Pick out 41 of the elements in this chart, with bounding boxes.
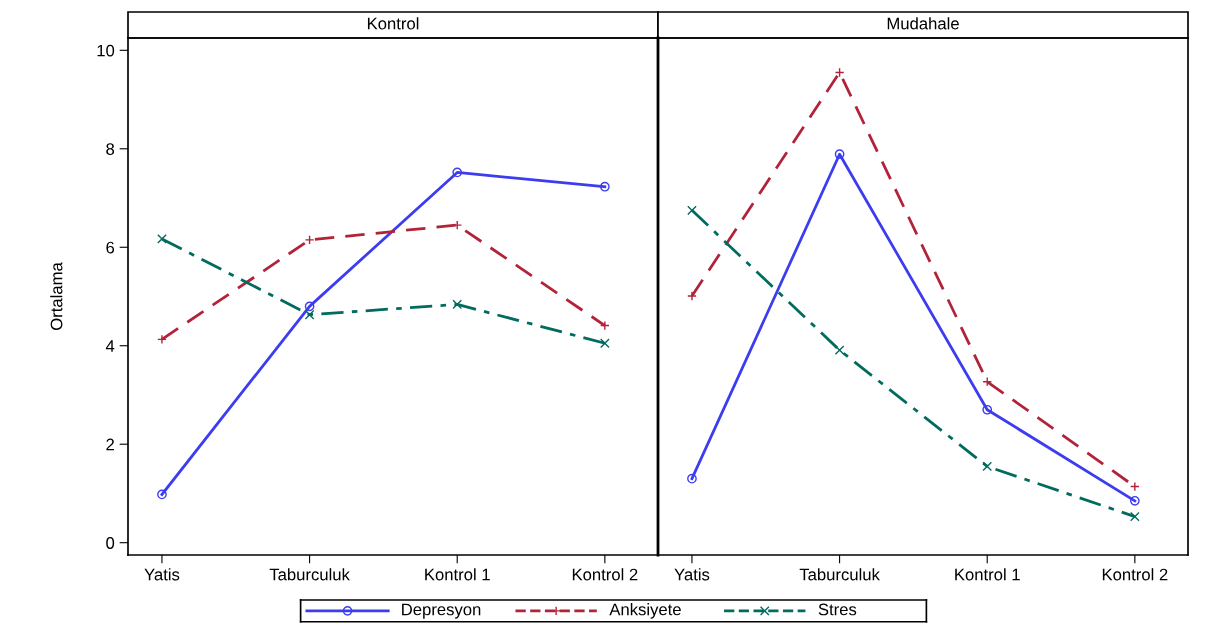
y-tick-label: 8 (106, 143, 115, 155)
point (687, 205, 697, 216)
point (157, 234, 167, 244)
y-tick-label: 10 (97, 44, 115, 57)
point (982, 404, 993, 415)
x-tick-label: Yatis (674, 568, 710, 581)
point (304, 301, 315, 312)
y-tick-label: 4 (105, 340, 115, 352)
point (452, 299, 463, 310)
x-tick-label: Kontrol 2 (1102, 568, 1168, 581)
point (982, 461, 993, 472)
x-tick-label: Kontrol 2 (572, 568, 638, 581)
point (1129, 481, 1140, 492)
point (687, 291, 697, 301)
x-tick-label: Taburculuk (799, 568, 880, 581)
y-tick-label: 2 (106, 438, 114, 451)
point (834, 149, 845, 160)
point (1129, 495, 1140, 506)
y-tick-label: 0 (106, 537, 115, 549)
point (304, 309, 315, 320)
chart-title: Mudahale (887, 17, 959, 30)
point (599, 338, 610, 349)
point (599, 181, 610, 192)
x-tick-label: Yatis (144, 568, 180, 581)
x-tick-label: Kontrol 1 (955, 568, 1020, 581)
legend-label: Anksiyete (609, 603, 681, 619)
legend-label: Stres (818, 603, 857, 616)
point (1129, 511, 1140, 522)
point (687, 473, 697, 484)
chart-title: Kontrol (367, 17, 419, 30)
point (304, 235, 315, 245)
point (452, 167, 463, 178)
y-axis-title: Ortalama (50, 262, 63, 330)
point (157, 334, 167, 345)
legend-label: Depresyon (402, 603, 481, 619)
x-tick-label: Kontrol 1 (425, 568, 490, 581)
point (834, 345, 845, 356)
y-tick-label: 6 (106, 241, 115, 254)
x-tick-label: Taburculuk (269, 568, 350, 581)
point (157, 489, 167, 500)
point (599, 320, 610, 331)
